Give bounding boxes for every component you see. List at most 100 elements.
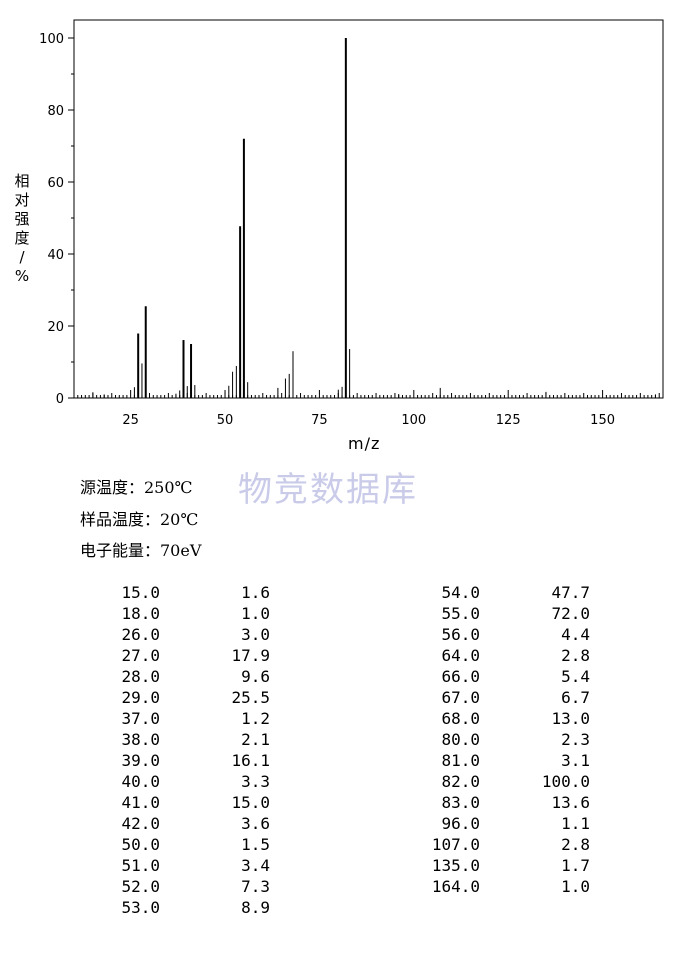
mass-spectrum-chart: 0 20 40 60 80 100 25 50 75 100 125 150: [39, 19, 664, 428]
mz-value: 67.0: [441, 688, 480, 707]
table-row: 82.0 100.0: [420, 771, 590, 792]
y-tick-label: 20: [47, 320, 64, 335]
mz-value: 80.0: [441, 730, 480, 749]
sample-temperature: 样品温度：20℃: [80, 510, 199, 529]
electron-energy: 电子能量：70eV: [80, 541, 202, 560]
intensity-value: 6.7: [561, 688, 590, 707]
table-row: 107.0 2.8: [420, 834, 590, 855]
intensity-value: 17.9: [231, 646, 270, 665]
y-tick-label: 60: [47, 176, 64, 191]
source-temperature: 源温度：250℃: [80, 478, 193, 497]
y-axis-label: 相对强度 /%: [14, 172, 30, 285]
y-tick-label: 100: [39, 32, 64, 47]
mz-value: 54.0: [441, 583, 480, 602]
table-row: 55.0 72.0: [420, 603, 590, 624]
intensity-value: 1.7: [561, 856, 590, 875]
mz-value: 37.0: [121, 709, 160, 728]
x-tick-label: 125: [496, 413, 521, 428]
intensity-value: 7.3: [241, 877, 270, 896]
intensity-value: 47.7: [551, 583, 590, 602]
x-tick-label: 100: [401, 413, 426, 428]
table-row: 37.0 1.2: [100, 708, 270, 729]
x-tick-label: 50: [217, 413, 234, 428]
table-row: 64.0 2.8: [420, 645, 590, 666]
table-row: 39.0 16.1: [100, 750, 270, 771]
table-row: 29.0 25.5: [100, 687, 270, 708]
mz-value: 96.0: [441, 814, 480, 833]
table-row: 18.0 1.0: [100, 603, 270, 624]
mz-value: 55.0: [441, 604, 480, 623]
table-row: 96.0 1.1: [420, 813, 590, 834]
intensity-value: 3.1: [561, 751, 590, 770]
mz-value: 39.0: [121, 751, 160, 770]
table-row: 26.0 3.0: [100, 624, 270, 645]
mz-value: 64.0: [441, 646, 480, 665]
y-tick-label: 40: [47, 248, 64, 263]
mz-value: 27.0: [121, 646, 160, 665]
y-tick-label: 0: [56, 392, 64, 407]
peak-table-right: 54.0 47.7 55.0 72.0 56.0 4.4 64.0 2.8 66.0 5.4 67.…: [420, 582, 590, 897]
intensity-value: 1.0: [241, 604, 270, 623]
table-row: 67.0 6.7: [420, 687, 590, 708]
x-tick-label: 150: [590, 413, 615, 428]
intensity-value: 3.3: [241, 772, 270, 791]
table-row: 41.0 15.0: [100, 792, 270, 813]
mz-value: 42.0: [121, 814, 160, 833]
intensity-value: 3.0: [241, 625, 270, 644]
intensity-value: 8.9: [241, 898, 270, 917]
table-row: 52.0 7.3: [100, 876, 270, 897]
intensity-value: 2.8: [561, 835, 590, 854]
table-row: 53.0 8.9: [100, 897, 270, 918]
mz-value: 38.0: [121, 730, 160, 749]
mz-value: 29.0: [121, 688, 160, 707]
mz-value: 164.0: [431, 877, 480, 896]
mz-value: 83.0: [441, 793, 480, 812]
mz-value: 56.0: [441, 625, 480, 644]
table-row: 40.0 3.3: [100, 771, 270, 792]
table-row: 38.0 2.1: [100, 729, 270, 750]
intensity-value: 1.0: [561, 877, 590, 896]
intensity-value: 13.6: [551, 793, 590, 812]
intensity-value: 100.0: [541, 772, 590, 791]
mz-value: 51.0: [121, 856, 160, 875]
mz-value: 50.0: [121, 835, 160, 854]
intensity-value: 3.6: [241, 814, 270, 833]
table-row: 51.0 3.4: [100, 855, 270, 876]
mz-value: 107.0: [431, 835, 480, 854]
intensity-value: 1.2: [241, 709, 270, 728]
mz-value: 18.0: [121, 604, 160, 623]
table-row: 28.0 9.6: [100, 666, 270, 687]
mz-value: 28.0: [121, 667, 160, 686]
intensity-value: 2.8: [561, 646, 590, 665]
x-tick-label: 25: [122, 413, 139, 428]
table-row: 135.0 1.7: [420, 855, 590, 876]
plot-frame: [73, 19, 664, 399]
intensity-value: 9.6: [241, 667, 270, 686]
intensity-value: 1.5: [241, 835, 270, 854]
mz-value: 52.0: [121, 877, 160, 896]
peak-table-left: 15.0 1.6 18.0 1.0 26.0 3.0 27.0 17.9 28.0 9.6 29.0…: [100, 582, 270, 918]
mz-value: 68.0: [441, 709, 480, 728]
intensity-value: 2.3: [561, 730, 590, 749]
intensity-value: 3.4: [241, 856, 270, 875]
mz-value: 40.0: [121, 772, 160, 791]
intensity-value: 15.0: [231, 793, 270, 812]
table-row: 81.0 3.1: [420, 750, 590, 771]
table-row: 27.0 17.9: [100, 645, 270, 666]
table-row: 68.0 13.0: [420, 708, 590, 729]
x-axis-label: m/z: [348, 434, 381, 453]
intensity-value: 1.6: [241, 583, 270, 602]
table-row: 164.0 1.0: [420, 876, 590, 897]
table-row: 66.0 5.4: [420, 666, 590, 687]
intensity-value: 16.1: [231, 751, 270, 770]
intensity-value: 2.1: [241, 730, 270, 749]
mz-value: 15.0: [121, 583, 160, 602]
intensity-value: 13.0: [551, 709, 590, 728]
intensity-value: 72.0: [551, 604, 590, 623]
mz-value: 135.0: [431, 856, 480, 875]
table-row: 50.0 1.5: [100, 834, 270, 855]
table-row: 42.0 3.6: [100, 813, 270, 834]
x-tick-label: 75: [311, 413, 328, 428]
table-row: 80.0 2.3: [420, 729, 590, 750]
intensity-value: 5.4: [561, 667, 590, 686]
